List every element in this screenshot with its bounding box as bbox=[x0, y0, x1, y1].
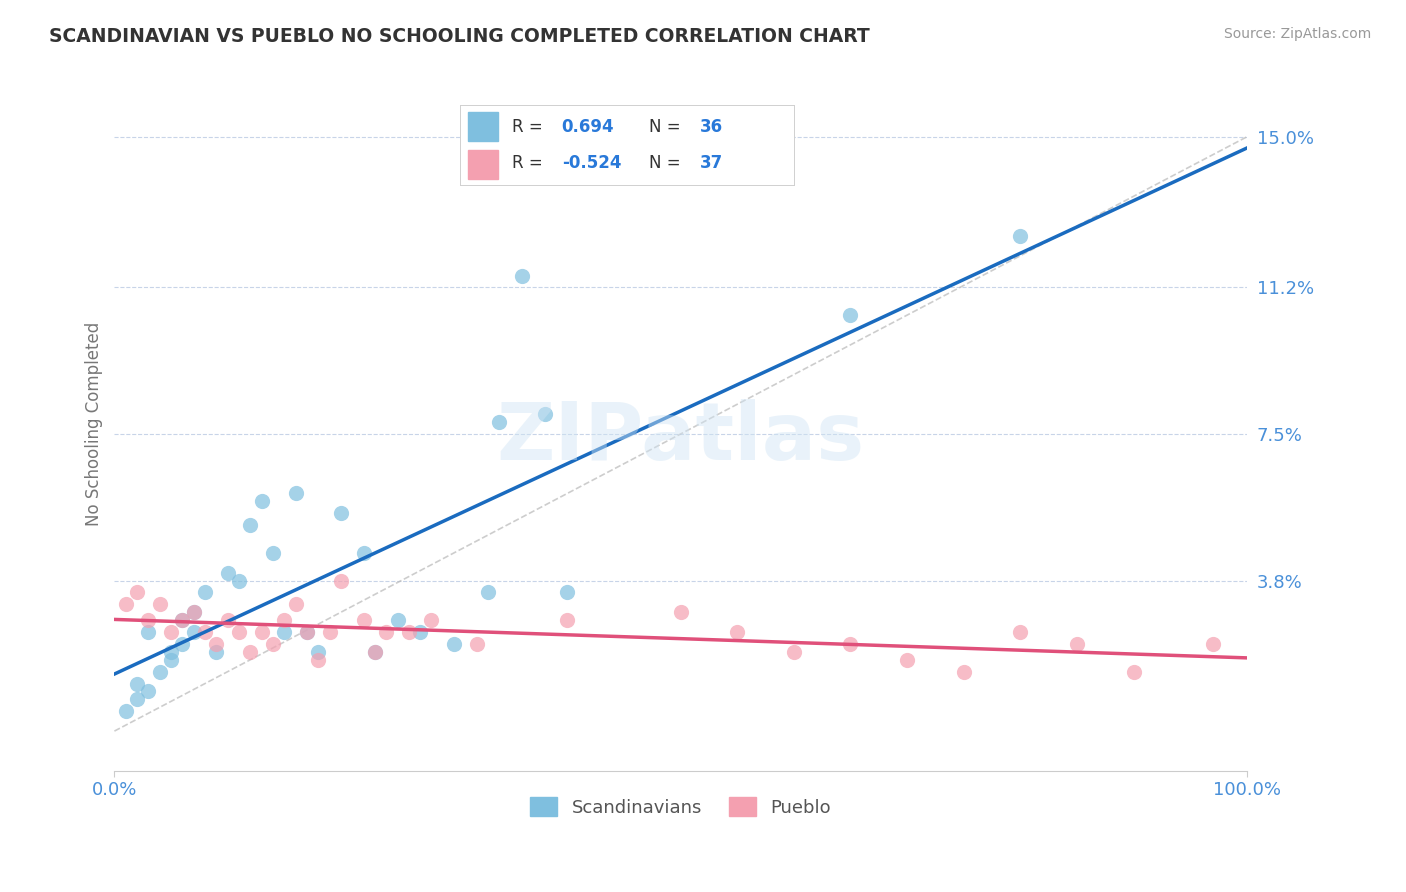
Point bbox=[284, 597, 307, 611]
Y-axis label: No Schooling Completed: No Schooling Completed bbox=[86, 322, 103, 526]
Point bbox=[557, 613, 579, 627]
Text: Source: ZipAtlas.com: Source: ZipAtlas.com bbox=[1223, 27, 1371, 41]
Point bbox=[172, 613, 194, 627]
Point bbox=[307, 653, 329, 667]
Point bbox=[783, 645, 806, 659]
Point bbox=[1122, 665, 1144, 679]
Legend: Scandinavians, Pueblo: Scandinavians, Pueblo bbox=[523, 790, 838, 824]
Point bbox=[138, 625, 160, 640]
Point bbox=[273, 625, 295, 640]
Point bbox=[318, 625, 340, 640]
Point bbox=[353, 546, 375, 560]
Point bbox=[172, 637, 194, 651]
Point bbox=[262, 546, 284, 560]
Point bbox=[533, 407, 555, 421]
Point bbox=[217, 613, 239, 627]
Point bbox=[250, 494, 273, 508]
Point bbox=[205, 645, 228, 659]
Point bbox=[1202, 637, 1225, 651]
Point bbox=[149, 597, 172, 611]
Point bbox=[839, 637, 862, 651]
Point bbox=[364, 645, 387, 659]
Point bbox=[375, 625, 398, 640]
Point bbox=[262, 637, 284, 651]
Point bbox=[138, 613, 160, 627]
Point bbox=[217, 566, 239, 580]
Point bbox=[420, 613, 443, 627]
Point bbox=[329, 506, 352, 520]
Point bbox=[125, 692, 148, 706]
Point bbox=[273, 613, 295, 627]
Point bbox=[398, 625, 420, 640]
Point bbox=[307, 645, 329, 659]
Point bbox=[125, 676, 148, 690]
Point bbox=[443, 637, 465, 651]
Point bbox=[172, 613, 194, 627]
Point bbox=[194, 625, 217, 640]
Point bbox=[228, 625, 250, 640]
Point bbox=[295, 625, 318, 640]
Point bbox=[725, 625, 748, 640]
Point bbox=[239, 645, 262, 659]
Point bbox=[1066, 637, 1088, 651]
Point bbox=[183, 625, 205, 640]
Point bbox=[477, 585, 499, 599]
Point bbox=[160, 645, 183, 659]
Point bbox=[557, 585, 579, 599]
Point bbox=[183, 605, 205, 619]
Point bbox=[228, 574, 250, 588]
Point bbox=[669, 605, 692, 619]
Point bbox=[160, 653, 183, 667]
Point bbox=[839, 308, 862, 322]
Point bbox=[952, 665, 974, 679]
Point bbox=[138, 684, 160, 698]
Text: SCANDINAVIAN VS PUEBLO NO SCHOOLING COMPLETED CORRELATION CHART: SCANDINAVIAN VS PUEBLO NO SCHOOLING COMP… bbox=[49, 27, 870, 45]
Point bbox=[114, 704, 136, 718]
Point bbox=[488, 415, 510, 429]
Point bbox=[149, 665, 172, 679]
Point bbox=[194, 585, 217, 599]
Point bbox=[329, 574, 352, 588]
Point bbox=[205, 637, 228, 651]
Point bbox=[387, 613, 409, 627]
Point bbox=[353, 613, 375, 627]
Point bbox=[183, 605, 205, 619]
Point bbox=[250, 625, 273, 640]
Point bbox=[896, 653, 918, 667]
Point bbox=[1010, 228, 1032, 243]
Point bbox=[465, 637, 488, 651]
Point bbox=[510, 268, 533, 283]
Point bbox=[239, 518, 262, 533]
Point bbox=[114, 597, 136, 611]
Point bbox=[160, 625, 183, 640]
Point bbox=[295, 625, 318, 640]
Text: ZIPatlas: ZIPatlas bbox=[496, 399, 865, 477]
Point bbox=[409, 625, 432, 640]
Point bbox=[364, 645, 387, 659]
Point bbox=[284, 486, 307, 500]
Point bbox=[125, 585, 148, 599]
Point bbox=[1010, 625, 1032, 640]
